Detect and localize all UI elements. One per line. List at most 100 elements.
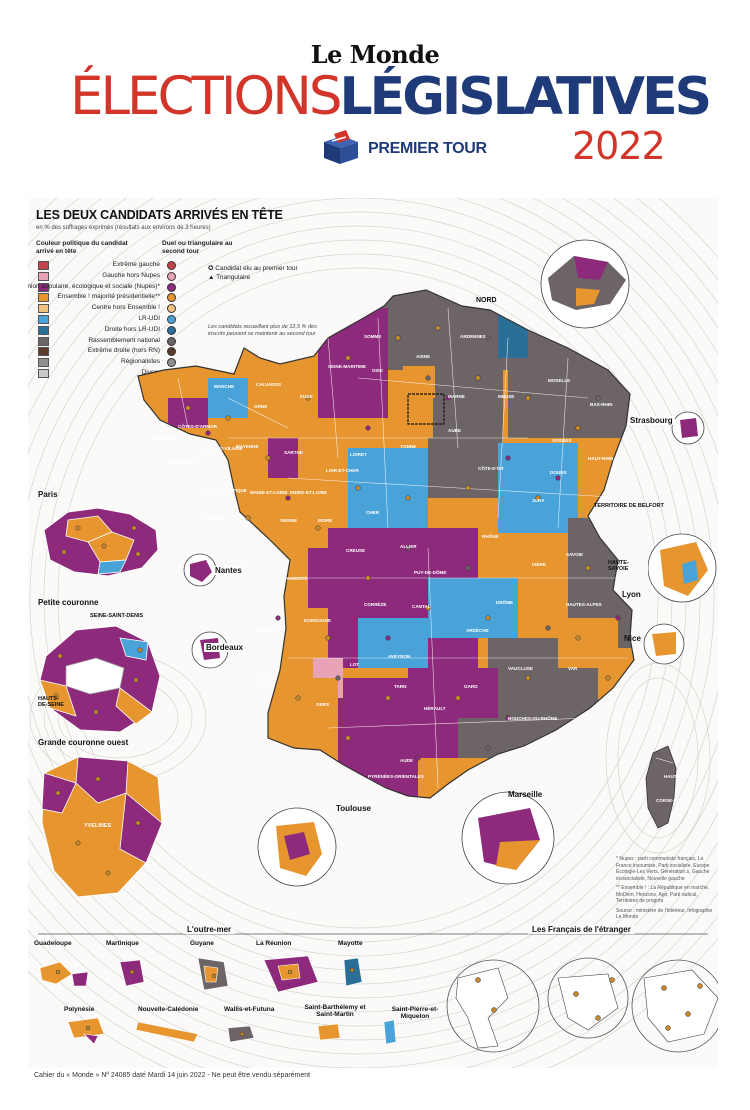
department-label: BOUCHES-DU-RHÔNE: [508, 716, 558, 721]
legend-color-head: Couleur politique du candidat arrivé en …: [36, 240, 128, 255]
legend-dot: [167, 358, 176, 368]
ballot-box-icon: [324, 130, 358, 164]
department-label: INDRE: [318, 518, 333, 523]
department-label: LOIR-ET-CHER: [326, 468, 359, 473]
department-label: ILLE-ET-VILAINE: [206, 446, 243, 451]
nice-label: Nice: [624, 634, 641, 643]
department-label: GIRONDE: [256, 628, 278, 633]
department-label: DOUBS: [550, 470, 567, 475]
legend-dot: [167, 261, 176, 270]
map-title: LES DEUX CANDIDATS ARRIVÉS EN TÊTE: [36, 208, 283, 222]
corse-du-sud-label: CORSE-DU-SUD: [656, 798, 692, 803]
legend-dot: [167, 304, 176, 314]
department-label: AVEYRON: [388, 654, 411, 659]
haute-corse-label: HAUTE-CORSE: [664, 774, 698, 779]
legend-item-label: LR-UDI: [138, 315, 160, 322]
toulouse-label: Toulouse: [336, 804, 371, 813]
department-label: MARNE: [448, 394, 465, 399]
toulouse-inset: [257, 807, 337, 887]
legend-swatch: [38, 271, 49, 281]
nantes-inset: [183, 553, 217, 587]
newspaper-logo: Le Monde: [310, 40, 440, 69]
legend-dot: [167, 293, 176, 303]
footer-issue: Cahier du « Monde » Nº 24085 daté Mardi …: [34, 1072, 311, 1079]
department-label: TARN: [394, 684, 407, 689]
department-label: MOSELLE: [548, 378, 571, 383]
department-label: AISNE: [416, 354, 431, 359]
legend-swatch: [38, 369, 49, 378]
paris-inset-map: [43, 507, 159, 577]
department-label: RHÔNE: [482, 534, 499, 539]
outremer-maps: [39, 955, 718, 1053]
outremer-territory-label: Guyane: [190, 940, 214, 947]
department-label: EURE: [300, 394, 313, 399]
department-label: ALLIER: [400, 544, 417, 549]
legend-dot: [167, 282, 176, 292]
footnotes: * Nupes : parti communiste français, La …: [616, 856, 716, 921]
legend-elected: ✪ Candidat élu au premier tour: [208, 265, 298, 272]
department-label: ORNE: [254, 404, 268, 409]
department-label: SEINE-MARITIME: [328, 364, 367, 369]
outremer-territory-label: Mayotte: [338, 940, 363, 947]
haute-savoie-label: HAUTE-SAVOIE: [608, 560, 629, 572]
bordeaux-label: Bordeaux: [204, 643, 245, 652]
department-label: HÉRAULT: [424, 706, 446, 711]
outremer-territory-label: Guadeloupe: [34, 940, 72, 947]
department-label: MEUSE: [498, 394, 515, 399]
lyon-label: Lyon: [622, 590, 641, 599]
outremer-heading: L'outre-mer: [183, 925, 236, 934]
department-label: VAUCLUSE: [508, 666, 533, 671]
department-label: INDRE-ET-LOIRE: [290, 490, 328, 495]
legend-item: Droite hors LR-UDI: [38, 325, 178, 336]
outremer-territory-label: Saint-Pierre-et-Miquelon: [391, 1006, 439, 1020]
nord-inset: [540, 239, 630, 329]
legend-item: Régionalistes: [38, 357, 178, 368]
grande-couronne-map: [41, 756, 163, 898]
department-label: MAINE-ET-LOIRE: [250, 490, 288, 495]
department-label: MORBIHAN: [168, 460, 194, 465]
legend-item-label: Extrême gauche: [112, 261, 160, 268]
outremer-territory-label: Nouvelle-Calédonie: [138, 1006, 199, 1013]
legend-item: Centre hors Ensemble !: [38, 303, 178, 314]
department-label: GERS: [316, 702, 330, 707]
petite-couronne-label: Petite couronne: [38, 598, 99, 607]
outremer-divider: [38, 933, 708, 935]
footnote-source: Source : ministère de l'intérieur. Infog…: [616, 907, 713, 921]
marseille-inset: [461, 791, 555, 885]
headline-legislatives: LÉGISLATIVES: [339, 67, 713, 127]
department-label: CALVADOS: [256, 382, 282, 387]
legend-swatch: [38, 315, 49, 324]
legend-note: Les candidats recueillant plus de 12,5 %…: [208, 324, 317, 337]
nord-label: NORD: [476, 297, 497, 304]
petite-couronne-map: [39, 625, 161, 733]
legend-item: Rassemblement national: [38, 336, 178, 347]
footnote-nupes: * Nupes : parti communiste français, La …: [616, 856, 710, 882]
department-label: CÔTES-D'ARMOR: [178, 424, 218, 429]
legend-item: Gauche hors Nupes: [38, 271, 178, 282]
headline-round: PREMIER TOUR: [368, 140, 487, 157]
department-label: VIENNE: [280, 518, 298, 523]
seine-saint-denis-label: SEINE-SAINT-DENIS: [90, 613, 144, 619]
department-label: LOT: [350, 662, 360, 667]
legend-item: LR-UDI: [38, 314, 178, 325]
department-label: SOMME: [364, 334, 382, 339]
legend-item: Ensemble ! majorité présidentielle**: [38, 292, 178, 303]
department-label: DORDOGNE: [304, 618, 332, 623]
department-label: VAR: [568, 666, 578, 671]
legend-item-label: Gauche hors Nupes: [102, 271, 160, 279]
legend-item: Nouvelle Union populaire, écologique et …: [28, 282, 178, 293]
nantes-label: Nantes: [213, 566, 244, 575]
outremer-territory-label: Saint-Barthélemy et Saint-Martin: [304, 1004, 366, 1018]
lyon-inset: [648, 533, 717, 603]
department-label: ARDÈCHE: [466, 628, 489, 633]
department-label: SAVOIE: [566, 552, 584, 557]
headline: ÉLECTIONSLÉGISLATIVES: [70, 66, 713, 127]
department-label: VOSGES: [552, 438, 572, 443]
department-label: GARD: [464, 684, 478, 689]
legend-dot: [167, 347, 176, 357]
legend-swatch: [38, 358, 49, 368]
legend-item-label: Nouvelle Union populaire, écologique et …: [28, 282, 160, 290]
department-label: AUBE: [448, 428, 462, 433]
department-label: CHER: [366, 510, 380, 515]
